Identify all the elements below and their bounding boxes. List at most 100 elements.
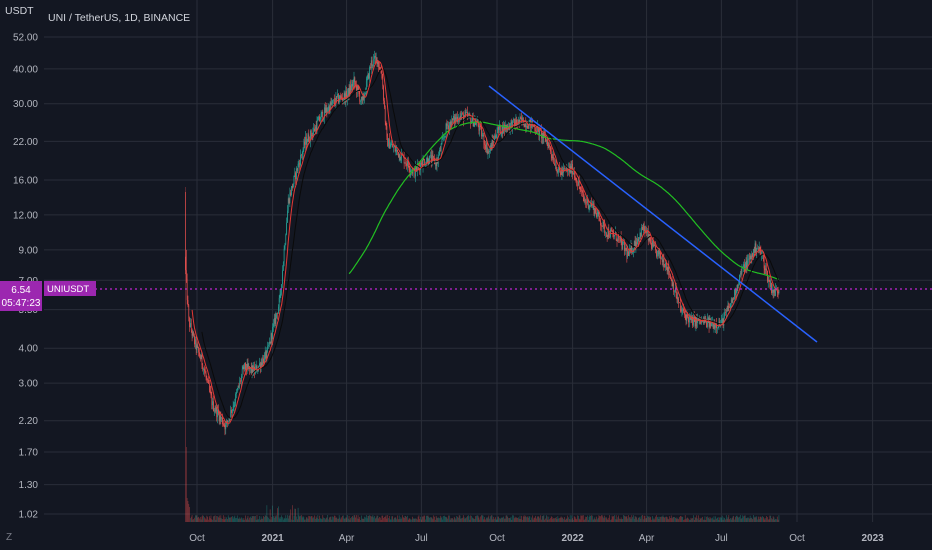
currency-label: USDT: [5, 5, 34, 17]
candle-body: [374, 55, 375, 59]
volume-bar: [629, 517, 631, 522]
volume-bar: [425, 519, 426, 522]
candle-body: [465, 111, 467, 113]
volume-bar: [295, 508, 296, 522]
candle-body: [277, 313, 278, 314]
candle-body: [481, 135, 483, 137]
candle-body: [638, 238, 639, 242]
volume-bar: [241, 517, 242, 522]
candle-body: [727, 305, 729, 311]
volume-bar: [676, 519, 678, 522]
volume-bar: [605, 517, 607, 522]
candle-body: [352, 81, 354, 87]
volume-bar: [740, 518, 742, 522]
volume-bars: [185, 187, 780, 522]
candle-body: [253, 366, 255, 375]
candle-body: [673, 283, 675, 293]
volume-bar: [718, 519, 720, 522]
volume-bar: [751, 517, 753, 522]
candle-body: [391, 144, 393, 145]
candle-body: [582, 190, 583, 193]
volume-bar: [328, 517, 330, 522]
candle-body: [264, 351, 266, 355]
volume-bar: [308, 515, 310, 522]
volume-bar: [268, 517, 269, 522]
candle-body: [564, 168, 566, 170]
volume-bar: [678, 519, 679, 522]
volume-bar: [583, 519, 585, 522]
volume-bar: [618, 515, 619, 522]
timezone-icon[interactable]: Z: [6, 532, 12, 543]
candle-body: [377, 61, 379, 64]
volume-bar: [217, 516, 218, 522]
candle-body: [647, 231, 649, 241]
volume-bar: [735, 517, 736, 522]
volume-bar: [284, 518, 286, 522]
volume-bar: [287, 518, 289, 522]
volume-bar: [497, 516, 499, 522]
volume-bar: [261, 518, 263, 522]
candle-body: [344, 93, 346, 102]
candle-body: [581, 189, 583, 191]
candle-body: [579, 187, 581, 190]
volume-bar: [476, 515, 477, 522]
candle-body: [363, 95, 365, 99]
candle-body: [714, 324, 716, 328]
candle-body: [580, 189, 582, 191]
volume-bar: [443, 515, 444, 522]
candle-body: [589, 205, 591, 207]
candle-body: [542, 133, 544, 138]
volume-bar: [401, 518, 403, 522]
candle-body: [535, 130, 536, 132]
candle-body: [333, 99, 334, 101]
volume-bar: [247, 515, 249, 522]
volume-bar: [264, 517, 265, 522]
volume-bar: [625, 516, 627, 522]
volume-bar: [249, 517, 250, 522]
volume-bar: [208, 516, 210, 522]
candle-body: [284, 244, 286, 249]
candle-body: [368, 73, 370, 79]
volume-bar: [353, 515, 355, 522]
candle-body: [355, 83, 356, 85]
x-tick-label: 2021: [261, 533, 284, 544]
volume-bar: [630, 518, 632, 522]
volume-bar: [628, 515, 629, 522]
volume-bar: [656, 515, 657, 522]
volume-bar: [407, 515, 408, 522]
volume-bar: [188, 504, 190, 522]
candle-body: [322, 111, 324, 120]
volume-bar: [476, 515, 478, 522]
volume-bar: [272, 505, 273, 522]
candle-body: [461, 113, 463, 117]
candle-body: [509, 123, 511, 130]
trendline[interactable]: [488, 85, 818, 343]
volume-bar: [471, 515, 472, 522]
candle-body: [459, 115, 461, 120]
volume-bar: [351, 517, 352, 522]
candle-body: [241, 369, 243, 376]
volume-bar: [418, 515, 420, 522]
candle-body: [300, 154, 301, 166]
candle-body: [317, 120, 319, 122]
volume-bar: [703, 519, 705, 522]
volume-bar: [651, 519, 652, 522]
volume-bar: [422, 516, 424, 522]
volume-bar: [245, 519, 247, 522]
candle-body: [644, 230, 646, 233]
volume-bar: [578, 518, 580, 522]
volume-bar: [698, 515, 699, 522]
x-tick-label: Apr: [339, 533, 355, 544]
volume-bar: [512, 515, 513, 522]
volume-bar: [268, 519, 270, 522]
candle-body: [214, 410, 216, 412]
candle-body: [527, 125, 528, 129]
volume-bar: [388, 515, 390, 522]
volume-bar: [513, 518, 515, 522]
candle-body: [388, 138, 389, 147]
volume-bar: [659, 516, 661, 522]
candle-body: [511, 121, 513, 131]
volume-bar: [347, 518, 349, 522]
volume-bar: [367, 516, 369, 522]
